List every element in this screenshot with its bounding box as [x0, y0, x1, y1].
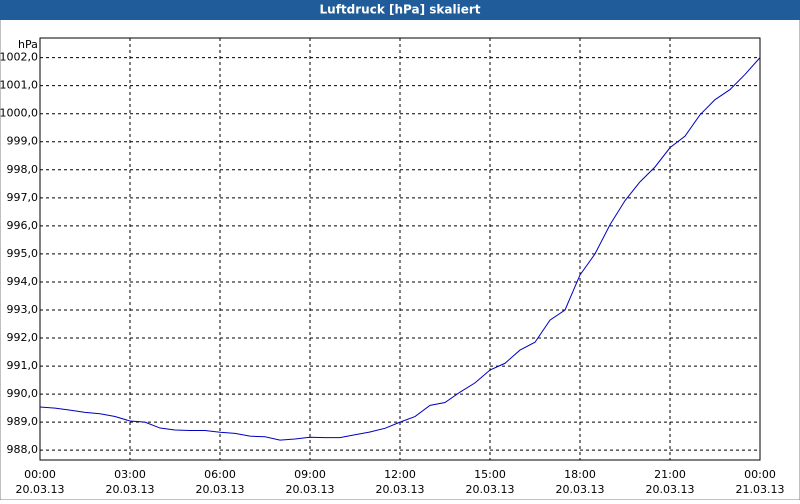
x-tick-label: 21:00 — [654, 468, 686, 481]
x-tick-label: 00:00 — [24, 468, 56, 481]
x-tick-date: 20.03.13 — [286, 483, 335, 496]
x-tick-label: 18:00 — [564, 468, 596, 481]
x-tick-date: 20.03.13 — [646, 483, 695, 496]
y-tick-label: 992,0 — [7, 331, 39, 344]
y-tick-label: 993,0 — [7, 303, 39, 316]
y-tick-label: 991,0 — [7, 359, 39, 372]
y-tick-label: 996,0 — [7, 219, 39, 232]
y-tick-label: 1002,0 — [0, 51, 38, 64]
y-tick-label: 989,0 — [7, 415, 39, 428]
y-tick-label: 995,0 — [7, 247, 39, 260]
x-tick-label: 12:00 — [384, 468, 416, 481]
y-tick-label: 988,0 — [7, 443, 39, 456]
x-tick-date: 20.03.13 — [196, 483, 245, 496]
x-tick-date: 20.03.13 — [16, 483, 65, 496]
x-tick-label: 09:00 — [294, 468, 326, 481]
chart-title: Luftdruck [hPa] skaliert — [320, 3, 481, 17]
y-tick-label: 994,0 — [7, 275, 39, 288]
y-tick-label: 998,0 — [7, 163, 39, 176]
x-tick-label: 00:00 — [744, 468, 776, 481]
y-tick-label: 999,0 — [7, 135, 39, 148]
y-tick-label: 1001,0 — [0, 79, 38, 92]
line — [39, 57, 761, 441]
x-tick-date: 20.03.13 — [106, 483, 155, 496]
x-tick-date: 21.03.13 — [736, 483, 785, 496]
x-tick-label: 06:00 — [204, 468, 236, 481]
y-tick-label: 1000,0 — [0, 107, 38, 120]
y-tick-label: 997,0 — [7, 191, 39, 204]
title-bar — [0, 0, 800, 20]
x-tick-date: 20.03.13 — [376, 483, 425, 496]
x-tick-label: 15:00 — [474, 468, 506, 481]
y-tick-label: 990,0 — [7, 387, 39, 400]
x-tick-date: 20.03.13 — [556, 483, 605, 496]
x-tick-label: 03:00 — [114, 468, 146, 481]
y-axis-label: hPa — [18, 38, 38, 51]
x-tick-date: 20.03.13 — [466, 483, 515, 496]
